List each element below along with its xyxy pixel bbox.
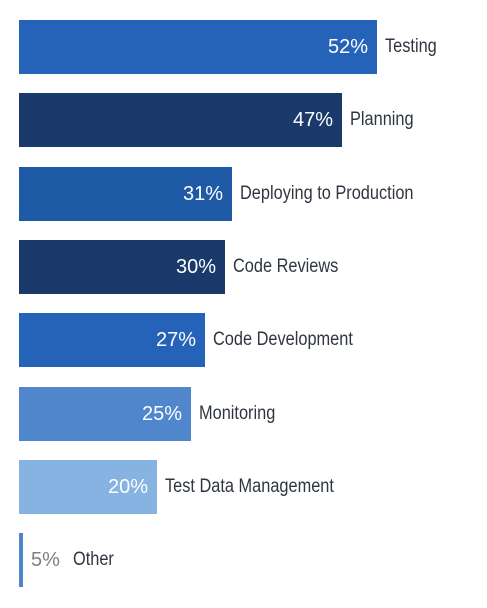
bar-planning <box>19 93 342 147</box>
value-label-planning: 47% <box>292 109 333 131</box>
value-label-testing: 52% <box>327 36 368 58</box>
bar-monitoring <box>19 387 191 441</box>
category-label-code-development: Code Development <box>213 329 353 350</box>
value-label-test-data-management: 20% <box>107 476 148 498</box>
value-label-code-reviews: 30% <box>175 256 216 278</box>
bar-test-data-management <box>19 460 157 514</box>
category-label-planning: Planning <box>350 109 414 130</box>
bar-code-development <box>19 313 205 367</box>
category-label-deploying-to-production: Deploying to Production <box>240 183 414 204</box>
value-label-deploying-to-production: 31% <box>182 183 223 205</box>
category-label-code-reviews: Code Reviews <box>233 256 339 277</box>
bar-code-reviews <box>19 240 225 294</box>
bar-other <box>19 533 23 587</box>
value-label-code-development: 27% <box>155 329 196 351</box>
category-label-testing: Testing <box>385 36 437 57</box>
value-label-monitoring: 25% <box>141 403 182 425</box>
category-label-other: Other <box>73 549 114 570</box>
bar-testing <box>19 20 377 74</box>
category-label-monitoring: Monitoring <box>199 403 276 424</box>
bar-deploying-to-production <box>19 167 232 221</box>
value-label-other: 5% <box>31 549 60 571</box>
category-label-test-data-management: Test Data Management <box>165 476 334 497</box>
